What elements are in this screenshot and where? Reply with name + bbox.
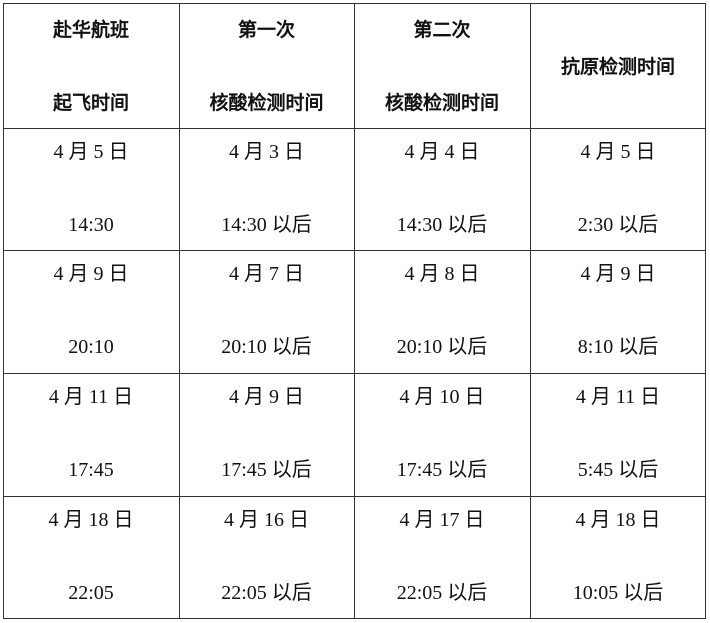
row-divider (3, 373, 706, 374)
header-line1: 赴华航班 (52, 19, 129, 41)
cell-date: 4 月 18 日 (575, 509, 661, 531)
table-cell: 4 月 10 日 17:45 以后 (354, 373, 530, 496)
header-cell: 赴华航班 起飞时间 (3, 3, 179, 128)
table-cell: 4 月 17 日 22:05 以后 (354, 496, 530, 619)
cell-date: 4 月 9 日 (229, 386, 304, 408)
table-cell: 4 月 4 日 14:30 以后 (354, 128, 530, 250)
table-cell: 4 月 5 日 14:30 (3, 128, 179, 250)
table-cell: 4 月 3 日 14:30 以后 (179, 128, 354, 250)
table-cell: 4 月 11 日 17:45 (3, 373, 179, 496)
table-cell: 4 月 18 日 10:05 以后 (530, 496, 706, 619)
row-divider (3, 250, 706, 251)
column-divider (179, 3, 180, 619)
column-divider (530, 3, 531, 619)
header-line2: 起飞时间 (52, 92, 129, 114)
cell-time: 8:10 以后 (577, 336, 659, 358)
header-line2: 核酸检测时间 (209, 92, 324, 114)
cell-date: 4 月 9 日 (53, 263, 129, 285)
cell-time: 17:45 (68, 459, 114, 481)
cell-date: 4 月 9 日 (580, 263, 656, 285)
table-cell: 4 月 8 日 20:10 以后 (354, 250, 530, 373)
cell-date: 4 月 17 日 (399, 509, 485, 531)
header-text: 抗原检测时间 (560, 56, 675, 78)
header-cell: 第二次 核酸检测时间 (354, 3, 530, 128)
table-cell: 4 月 11 日 5:45 以后 (530, 373, 706, 496)
header-line2: 核酸检测时间 (384, 92, 499, 114)
header-cell: 抗原检测时间 (530, 3, 706, 128)
cell-time: 17:45 以后 (396, 459, 488, 481)
cell-date: 4 月 10 日 (399, 386, 485, 408)
cell-date: 4 月 11 日 (48, 386, 134, 408)
cell-time: 22:05 以后 (221, 582, 312, 604)
cell-date: 4 月 5 日 (580, 141, 656, 163)
header-line1: 第二次 (413, 19, 471, 41)
table-cell: 4 月 9 日 8:10 以后 (530, 250, 706, 373)
cell-date: 4 月 5 日 (53, 141, 129, 163)
cell-time: 20:10 以后 (396, 336, 488, 358)
cell-date: 4 月 18 日 (48, 509, 134, 531)
table-cell: 4 月 9 日 20:10 (3, 250, 179, 373)
cell-time: 17:45 以后 (221, 459, 312, 481)
cell-time: 14:30 以后 (221, 214, 312, 236)
cell-time: 2:30 以后 (577, 214, 659, 236)
cell-time: 10:05 以后 (572, 582, 664, 604)
cell-time: 14:30 (68, 214, 114, 236)
cell-time: 20:10 以后 (221, 336, 312, 358)
header-line1: 第一次 (237, 19, 295, 41)
cell-time: 22:05 (68, 582, 114, 604)
cell-date: 4 月 7 日 (229, 263, 304, 285)
cell-date: 4 月 4 日 (404, 141, 480, 163)
cell-date: 4 月 3 日 (229, 141, 304, 163)
row-divider (3, 128, 706, 129)
column-divider (354, 3, 355, 619)
cell-time: 14:30 以后 (396, 214, 488, 236)
table-cell: 4 月 5 日 2:30 以后 (530, 128, 706, 250)
cell-date: 4 月 8 日 (404, 263, 480, 285)
table-cell: 4 月 16 日 22:05 以后 (179, 496, 354, 619)
cell-date: 4 月 16 日 (224, 509, 309, 531)
table-cell: 4 月 18 日 22:05 (3, 496, 179, 619)
cell-date: 4 月 11 日 (575, 386, 661, 408)
cell-time: 5:45 以后 (577, 459, 659, 481)
row-divider (3, 496, 706, 497)
cell-time: 20:10 (68, 336, 114, 358)
header-cell: 第一次 核酸检测时间 (179, 3, 354, 128)
table-cell: 4 月 7 日 20:10 以后 (179, 250, 354, 373)
cell-time: 22:05 以后 (396, 582, 488, 604)
table-cell: 4 月 9 日 17:45 以后 (179, 373, 354, 496)
